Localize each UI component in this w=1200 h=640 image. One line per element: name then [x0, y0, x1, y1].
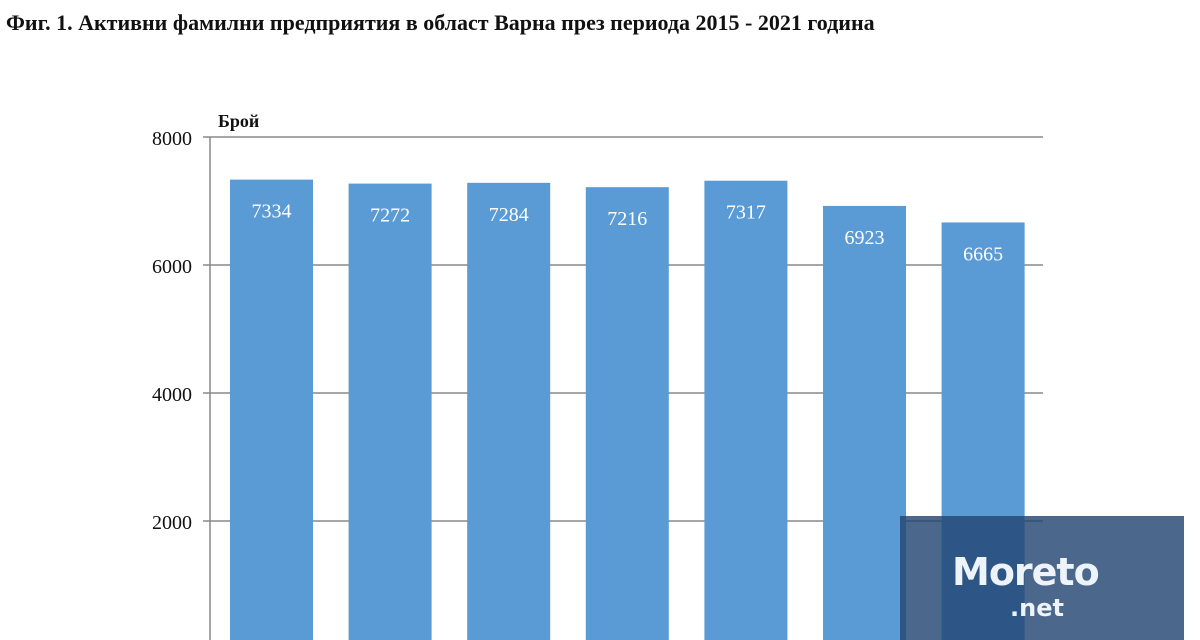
moreto-watermark: Moreto .net [900, 516, 1184, 640]
y-tick-label: 6000 [152, 256, 192, 278]
watermark-brand: Moreto [952, 550, 1100, 594]
watermark-suffix: .net [1010, 594, 1064, 622]
bar [585, 187, 669, 640]
data-label: 6923 [845, 227, 885, 249]
y-tick-label: 4000 [152, 384, 192, 406]
data-label: 7272 [370, 205, 410, 227]
data-label: 7216 [607, 208, 647, 230]
data-label: 7284 [489, 204, 529, 226]
data-label: 7317 [726, 202, 766, 224]
y-axis-label: Брой [218, 111, 259, 131]
data-label: 7334 [252, 201, 292, 223]
bar [704, 180, 788, 640]
bar [348, 183, 432, 640]
chart-title: Фиг. 1. Активни фамилни предприятия в об… [6, 10, 875, 35]
bar [230, 179, 313, 640]
bar [823, 205, 906, 640]
y-tick-label: 2000 [152, 512, 192, 534]
bar [467, 182, 551, 640]
y-tick-label: 8000 [152, 128, 192, 150]
data-label: 6665 [963, 243, 1003, 265]
